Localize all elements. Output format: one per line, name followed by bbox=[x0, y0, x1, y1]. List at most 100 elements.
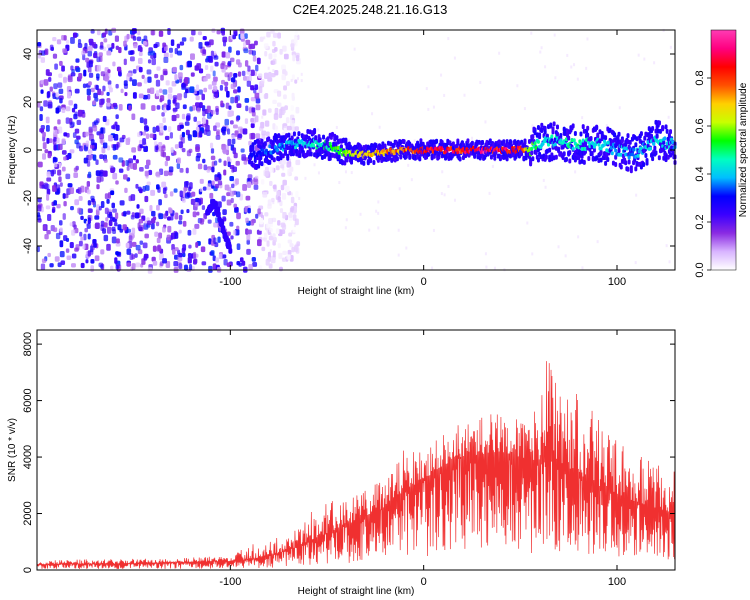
spectrogram-cell bbox=[158, 142, 163, 148]
spectrogram-cell bbox=[263, 141, 267, 147]
spectrogram-cell bbox=[473, 152, 477, 158]
colorbar-tick-label: 0.0 bbox=[694, 262, 706, 277]
spectrogram-cell bbox=[343, 160, 347, 166]
spectrogram-cell bbox=[147, 51, 152, 56]
spectrogram-cell bbox=[648, 146, 652, 151]
spectrogram-cell bbox=[186, 150, 192, 157]
spectrogram-cell bbox=[523, 139, 527, 145]
spectrogram-cell bbox=[211, 80, 217, 86]
spectrogram-cell bbox=[212, 255, 216, 262]
spectrogram-cell bbox=[493, 155, 497, 161]
spectrogram-cell bbox=[221, 126, 227, 132]
spectrogram-cell bbox=[78, 240, 83, 247]
spectrogram-cell bbox=[189, 36, 194, 42]
spectrogram-cell bbox=[283, 85, 287, 91]
spectrogram-cell bbox=[269, 228, 273, 233]
spectrogram-cell bbox=[281, 192, 287, 200]
spectrogram-cell bbox=[241, 70, 246, 77]
spectrogram-cell bbox=[151, 223, 155, 230]
spectrogram-cell bbox=[531, 134, 535, 140]
spectrogram-cell bbox=[186, 208, 190, 214]
spectrogram-cell bbox=[164, 193, 168, 199]
spectrogram-cell bbox=[443, 93, 446, 97]
spectrogram-cell bbox=[651, 156, 655, 162]
spectrogram-cell bbox=[158, 123, 164, 128]
spectrogram-cell bbox=[250, 132, 256, 140]
spectrogram-cell bbox=[199, 178, 204, 184]
spectrogram-cell bbox=[606, 140, 610, 145]
spectrogram-cell bbox=[627, 155, 631, 160]
spectrogram-cell bbox=[544, 65, 547, 69]
spectrogram-cell bbox=[101, 32, 107, 38]
spectrogram-cell bbox=[163, 56, 169, 64]
spectrogram-cell bbox=[196, 107, 201, 113]
snr-frame bbox=[36, 329, 676, 571]
spectrogram-cell bbox=[203, 129, 208, 135]
spectrogram-cell bbox=[53, 144, 57, 151]
spectrogram-cell bbox=[236, 59, 241, 65]
spectrogram-cell bbox=[82, 83, 87, 89]
spectrogram-cell bbox=[139, 240, 144, 245]
spectrogram-cell bbox=[79, 231, 83, 237]
colorbar-tick-label: 0.4 bbox=[694, 166, 706, 181]
spectrogram-cell bbox=[166, 104, 171, 111]
spectrogram-cell bbox=[206, 168, 211, 173]
spectrogram-cell bbox=[267, 77, 273, 82]
spectrogram-cell bbox=[445, 142, 449, 148]
spectrogram-cell bbox=[276, 148, 280, 153]
spectrogram-cell bbox=[242, 128, 248, 135]
spectrogram-cell bbox=[221, 51, 226, 58]
spectrogram-cell bbox=[277, 243, 281, 249]
spectrogram-cell bbox=[187, 256, 192, 264]
spectrogram-cell bbox=[196, 63, 202, 69]
y-tick-label: 6000 bbox=[22, 388, 34, 412]
spectrogram-cell bbox=[268, 71, 272, 78]
spectrogram-cell bbox=[256, 229, 262, 235]
spectrogram-cell bbox=[225, 52, 231, 59]
spectrogram-cell bbox=[523, 107, 526, 111]
spectrogram-cell bbox=[289, 243, 294, 248]
spectrogram-cell bbox=[70, 65, 74, 71]
spectrogram-cell bbox=[88, 154, 93, 161]
spectrogram-cell bbox=[634, 166, 638, 172]
spectrogram-cell bbox=[570, 138, 574, 143]
spectrogram-cell bbox=[272, 58, 277, 65]
spectrogram-cell bbox=[120, 88, 124, 94]
spectrogram-cell bbox=[54, 256, 60, 262]
spectrogram-cell bbox=[138, 93, 144, 99]
spectrogram-cell bbox=[548, 147, 552, 153]
spectrogram-cell bbox=[147, 76, 152, 83]
spectrogram-x-label: Height of straight line (km) bbox=[298, 286, 415, 297]
spectrogram-cell bbox=[198, 89, 203, 95]
spectrogram-cell bbox=[554, 154, 558, 160]
spectrogram-cell bbox=[172, 249, 176, 255]
spectrogram-cell bbox=[587, 156, 591, 162]
spectrogram-cell bbox=[40, 89, 44, 94]
spectrogram-cell bbox=[136, 36, 142, 42]
spectrogram-cell bbox=[161, 112, 165, 117]
spectrogram-cell bbox=[106, 226, 112, 234]
spectrogram-cell bbox=[236, 243, 241, 251]
spectrogram-cell bbox=[212, 86, 218, 92]
spectrogram-cell bbox=[274, 46, 278, 52]
spectrogram-cell bbox=[266, 222, 270, 229]
spectrogram-cell bbox=[291, 51, 296, 56]
spectrogram-cell bbox=[122, 224, 127, 231]
spectrogram-cell bbox=[536, 139, 540, 144]
spectrogram-cell bbox=[110, 167, 115, 174]
spectrogram-cell bbox=[259, 217, 264, 225]
spectrogram-cell bbox=[595, 155, 599, 161]
spectrogram-cell bbox=[553, 33, 556, 37]
spectrogram-cell bbox=[67, 91, 72, 99]
spectrogram-cell bbox=[653, 61, 656, 65]
spectrogram-cell bbox=[568, 150, 572, 156]
spectrogram-cell bbox=[269, 180, 273, 187]
spectrogram-cell bbox=[276, 102, 282, 107]
spectrogram-cell bbox=[113, 134, 119, 141]
spectrogram-cell bbox=[671, 150, 675, 156]
spectrogram-cell bbox=[144, 220, 148, 225]
spectrogram-cell bbox=[142, 138, 147, 145]
spectrogram-cell bbox=[45, 116, 50, 124]
spectrogram-cell bbox=[283, 150, 287, 156]
spectrogram-cell bbox=[372, 159, 376, 165]
